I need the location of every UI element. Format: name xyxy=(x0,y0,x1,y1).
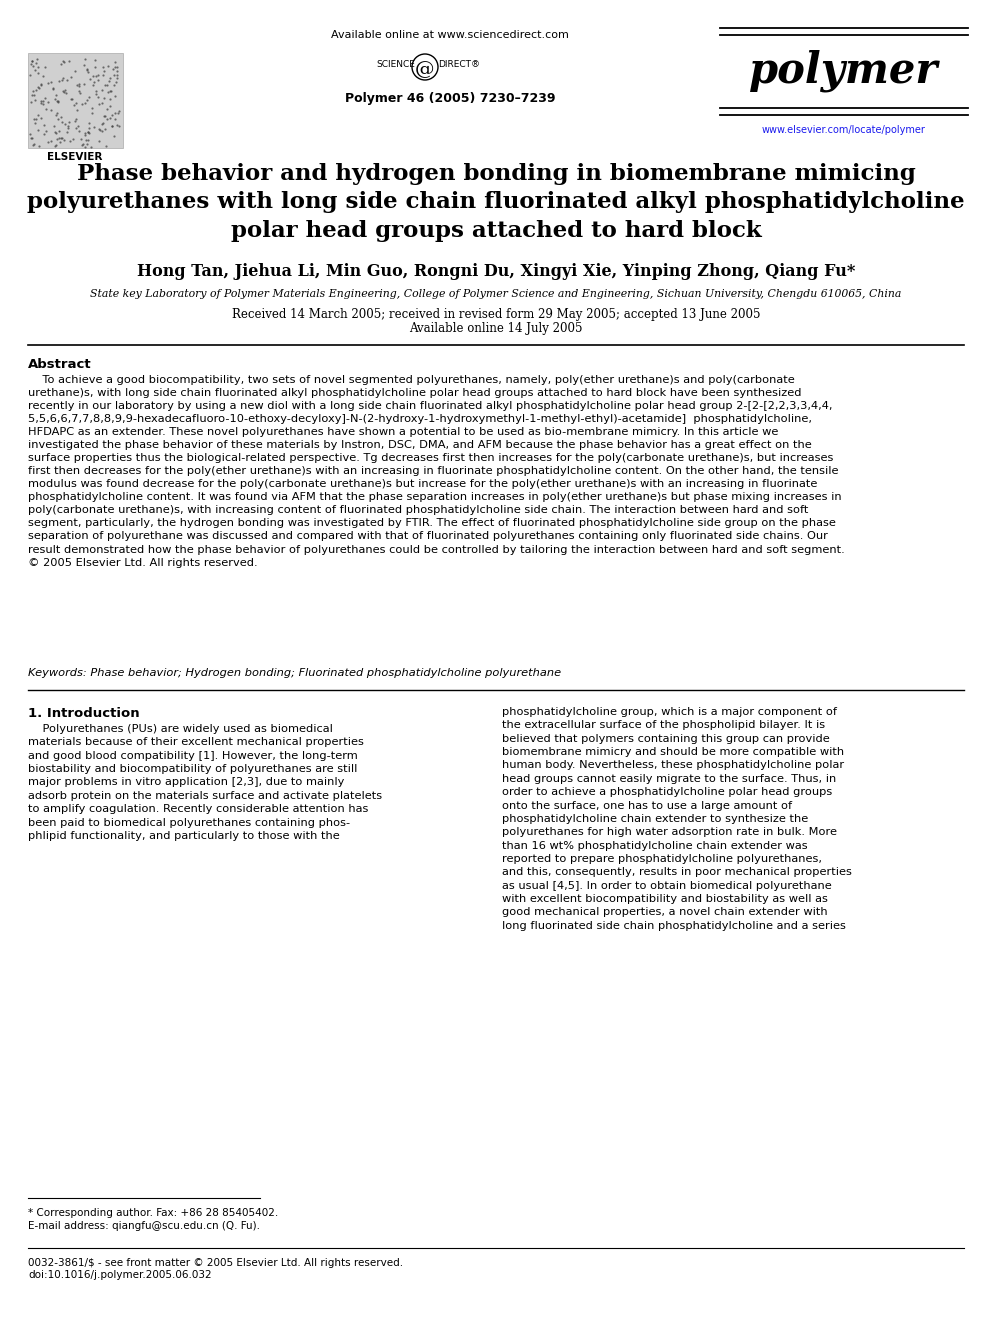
Text: doi:10.1016/j.polymer.2005.06.032: doi:10.1016/j.polymer.2005.06.032 xyxy=(28,1270,211,1279)
Text: Keywords: Phase behavior; Hydrogen bonding; Fluorinated phosphatidylcholine poly: Keywords: Phase behavior; Hydrogen bondi… xyxy=(28,668,561,677)
Text: Available online at www.sciencedirect.com: Available online at www.sciencedirect.co… xyxy=(331,30,569,40)
Text: 0032-3861/$ - see front matter © 2005 Elsevier Ltd. All rights reserved.: 0032-3861/$ - see front matter © 2005 El… xyxy=(28,1258,403,1267)
Text: polymer: polymer xyxy=(749,50,938,93)
Text: Received 14 March 2005; received in revised form 29 May 2005; accepted 13 June 2: Received 14 March 2005; received in revi… xyxy=(232,308,760,321)
Text: www.elsevier.com/locate/polymer: www.elsevier.com/locate/polymer xyxy=(762,124,926,135)
Text: Phase behavior and hydrogen bonding in biomembrane mimicing
polyurethanes with l: Phase behavior and hydrogen bonding in b… xyxy=(27,163,965,242)
Text: * Corresponding author. Fax: +86 28 85405402.: * Corresponding author. Fax: +86 28 8540… xyxy=(28,1208,278,1218)
FancyBboxPatch shape xyxy=(28,53,123,148)
Text: To achieve a good biocompatibility, two sets of novel segmented polyurethanes, n: To achieve a good biocompatibility, two … xyxy=(28,374,845,568)
Text: 1. Introduction: 1. Introduction xyxy=(28,706,140,720)
Text: SCIENCE: SCIENCE xyxy=(376,60,415,69)
Text: @: @ xyxy=(416,61,434,79)
Text: DIRECT®: DIRECT® xyxy=(438,60,480,69)
Text: Available online 14 July 2005: Available online 14 July 2005 xyxy=(410,321,582,335)
Text: Hong Tan, Jiehua Li, Min Guo, Rongni Du, Xingyi Xie, Yinping Zhong, Qiang Fu*: Hong Tan, Jiehua Li, Min Guo, Rongni Du,… xyxy=(137,263,855,280)
Text: phosphatidylcholine group, which is a major component of
the extracellular surfa: phosphatidylcholine group, which is a ma… xyxy=(502,706,852,931)
Text: Polyurethanes (PUs) are widely used as biomedical
materials because of their exc: Polyurethanes (PUs) are widely used as b… xyxy=(28,724,382,841)
Text: Abstract: Abstract xyxy=(28,359,91,370)
Text: State key Laboratory of Polymer Materials Engineering, College of Polymer Scienc: State key Laboratory of Polymer Material… xyxy=(90,288,902,299)
Text: Polymer 46 (2005) 7230–7239: Polymer 46 (2005) 7230–7239 xyxy=(345,93,556,105)
Text: E-mail address: qiangfu@scu.edu.cn (Q. Fu).: E-mail address: qiangfu@scu.edu.cn (Q. F… xyxy=(28,1221,260,1230)
Text: ELSEVIER: ELSEVIER xyxy=(48,152,103,161)
